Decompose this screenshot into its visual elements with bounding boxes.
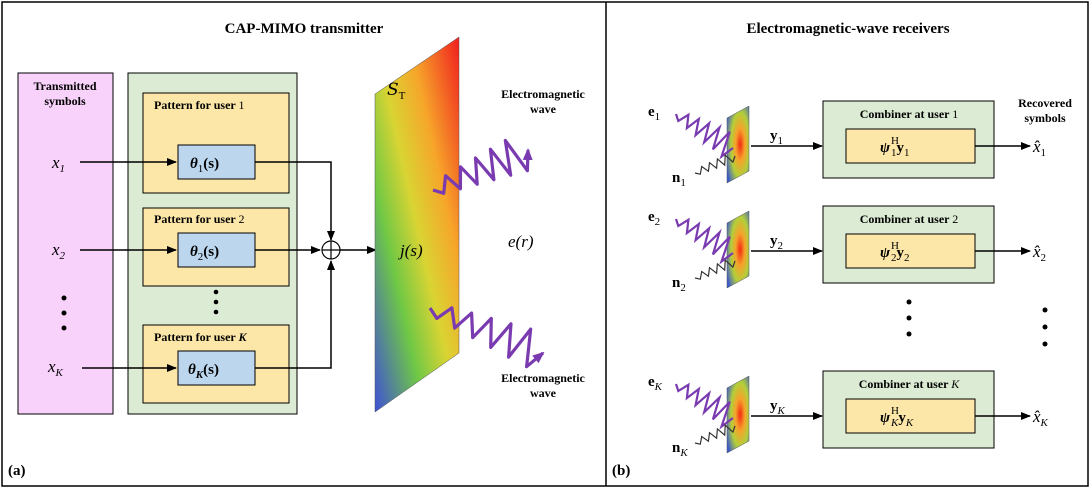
xhat-label-1: x̂1 xyxy=(1032,137,1046,159)
transmitted-vdots xyxy=(61,295,67,331)
line-thetaK-sum xyxy=(255,260,335,369)
y-label-1: y1 xyxy=(770,128,783,147)
combiner-label-1: Combiner at user 1 xyxy=(860,107,959,121)
receiver-row-K: eK nK yK Combiner at user K ψH KyK x̂K xyxy=(648,370,1049,459)
xhat-label-2: x̂2 xyxy=(1032,242,1046,264)
combiner-formula-box-2 xyxy=(845,233,976,269)
wave-label-lower-1: Electromagnetic xyxy=(501,371,585,385)
combiner-label-K: Combiner at user K xyxy=(859,377,961,391)
transmitted-label-line1: Transmitted xyxy=(33,79,96,93)
incoming-wave-2 xyxy=(674,217,734,265)
combiner-formula-K: ψH KyK xyxy=(880,405,914,429)
summation-node xyxy=(321,240,341,260)
pattern-box-user-1: Pattern for user 1 θ1(s) xyxy=(142,92,290,194)
pattern-label-1: Pattern for user 1 xyxy=(154,98,245,112)
transmitted-symbols-box xyxy=(17,72,114,415)
x2-symbol: x2 xyxy=(51,240,66,262)
receiver-vdots xyxy=(906,299,1048,347)
incoming-wave-K xyxy=(674,382,734,430)
wave-lower xyxy=(428,306,545,369)
pattern-label-2: Pattern for user 2 xyxy=(154,212,245,226)
transmitted-label-line2: symbols xyxy=(44,94,86,108)
incoming-wave-1 xyxy=(674,112,734,160)
surface-label: ST xyxy=(387,80,406,102)
recovered-label-1: Recovered xyxy=(1018,96,1072,110)
combiner-formula-2: ψH 2y2 xyxy=(880,240,909,264)
receiver-row-2: e2 n2 y2 Combiner at user 2 ψH 2y2 x̂2 xyxy=(648,205,1046,294)
combiner-formula-1: ψH 1y1 xyxy=(880,135,909,159)
n-label-K: nK xyxy=(672,440,688,459)
panel-a-label: (a) xyxy=(8,463,26,479)
xK-symbol: xK xyxy=(47,357,64,379)
xhat-label-K: x̂K xyxy=(1032,407,1049,429)
receiver-surface-2 xyxy=(726,210,750,289)
theta-1: θ1(s) xyxy=(190,156,219,175)
field-label: e(r) xyxy=(508,232,534,251)
panel-b-label: (b) xyxy=(612,463,630,479)
x1-symbol: x1 xyxy=(51,153,65,175)
pattern-box-user-K: Pattern for user K θK(s) xyxy=(142,324,290,404)
wave-label-upper-1: Electromagnetic xyxy=(501,87,585,101)
panel-b-title: Electromagnetic-wave receivers xyxy=(746,21,949,37)
y-label-2: y2 xyxy=(770,233,783,252)
receiver-surface-1 xyxy=(726,105,750,184)
wave-label-upper-2: wave xyxy=(530,102,557,116)
theta-block-K xyxy=(177,350,256,386)
wave-label-lower-2: wave xyxy=(530,386,557,400)
combiner-label-2: Combiner at user 2 xyxy=(860,212,959,226)
receiver-rows: e1 n1 y1 Combiner at user 1 ψH 1y1 x̂1 e2 n2 y2 Co… xyxy=(648,100,1049,459)
noise-wave-K xyxy=(694,423,736,445)
e-label-K: eK xyxy=(648,374,663,393)
wave-upper xyxy=(432,138,533,195)
noise-wave-2 xyxy=(694,258,736,280)
theta-2: θ2(s) xyxy=(190,244,219,263)
pattern-label-K: Pattern for user K xyxy=(154,330,248,344)
pattern-box-user-2: Pattern for user 2 θ2(s) xyxy=(142,207,290,287)
line-theta1-sum xyxy=(255,161,335,241)
n-label-2: n2 xyxy=(672,275,686,294)
theta-K: θK(s) xyxy=(188,362,219,381)
receiver-surface-K xyxy=(726,375,750,454)
pattern-vdots xyxy=(213,289,219,315)
noise-wave-1 xyxy=(694,153,736,175)
n-label-1: n1 xyxy=(672,170,686,189)
current-label: j(s) xyxy=(398,241,423,260)
e-label-1: e1 xyxy=(648,104,660,123)
recovered-label-2: symbols xyxy=(1024,111,1066,125)
combiner-formula-box-1 xyxy=(845,128,976,164)
e-label-2: e2 xyxy=(648,209,660,228)
panel-a-title: CAP-MIMO transmitter xyxy=(225,21,384,37)
y-label-K: yK xyxy=(770,398,786,417)
receiver-row-1: e1 n1 y1 Combiner at user 1 ψH 1y1 x̂1 xyxy=(648,100,1046,189)
